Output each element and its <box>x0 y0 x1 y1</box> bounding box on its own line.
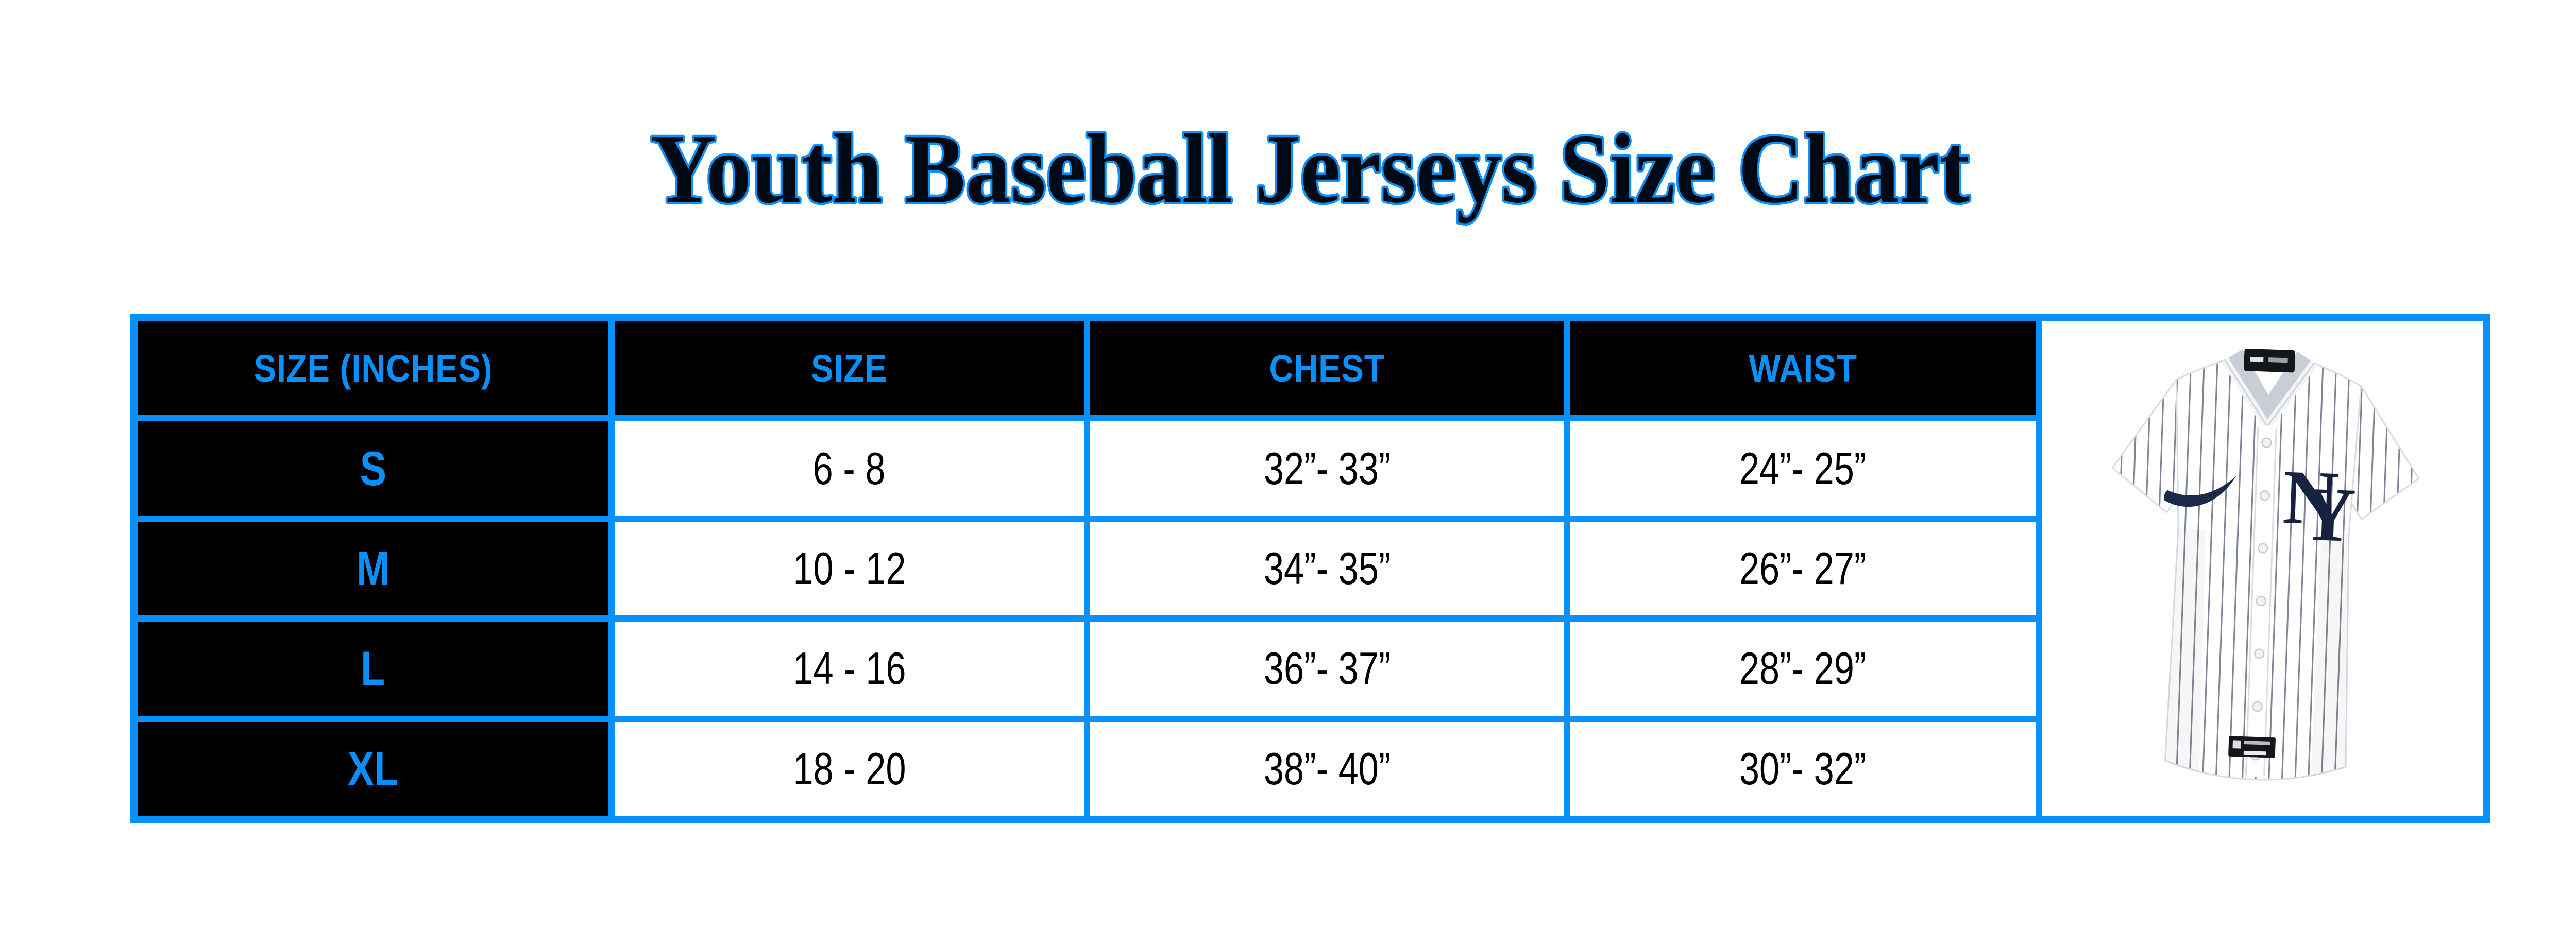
row-s-label-cell: S <box>138 421 608 516</box>
row-l-label-cell: L <box>138 622 608 716</box>
jersey-graphic: N Y <box>2111 348 2420 781</box>
row-s-size: 6 - 8 <box>813 442 886 494</box>
row-m-chest-cell: 34”- 35” <box>1090 521 1564 616</box>
row-s-waist: 24”- 25” <box>1739 442 1867 494</box>
header-label-chest: CHEST <box>1269 347 1385 390</box>
row-l-waist-cell: 28”- 29” <box>1570 622 2036 716</box>
row-m-label: M <box>356 541 390 595</box>
row-xl-waist-cell: 30”- 32” <box>1570 721 2036 816</box>
row-m-size-cell: 10 - 12 <box>615 521 1084 616</box>
row-s-label: S <box>360 441 386 495</box>
row-m-chest: 34”- 35” <box>1263 542 1391 594</box>
row-l-chest-cell: 36”- 37” <box>1090 622 1564 716</box>
jersey-image-cell: N Y <box>2042 321 2483 816</box>
nike-swoosh-icon <box>2164 476 2236 507</box>
page-title-text: Youth Baseball Jerseys Size Chart <box>651 114 1970 224</box>
row-s-chest: 32”- 33” <box>1263 442 1391 494</box>
jock-tag-size-box <box>2243 750 2266 756</box>
row-s-waist-cell: 24”- 25” <box>1570 421 2036 516</box>
jock-tag-logo <box>2232 740 2241 749</box>
jersey-placket-line-left <box>2245 427 2259 776</box>
neck-tag-label <box>2250 356 2264 362</box>
ny-logo-letter-y: Y <box>2298 471 2357 558</box>
row-xl-size-cell: 18 - 20 <box>615 721 1084 816</box>
row-xl-size: 18 - 20 <box>792 743 906 794</box>
header-label-size-inches: SIZE (INCHES) <box>253 347 493 390</box>
header-cell-size-inches: SIZE (INCHES) <box>138 321 608 416</box>
row-m-waist-cell: 26”- 27” <box>1570 521 2036 616</box>
header-cell-chest: CHEST <box>1090 321 1564 416</box>
row-m-size: 10 - 12 <box>792 542 906 594</box>
jock-tag-text <box>2244 741 2270 745</box>
row-s-chest-cell: 32”- 33” <box>1090 421 1564 516</box>
row-l-size-cell: 14 - 16 <box>615 622 1084 716</box>
row-xl-label: XL <box>347 741 399 796</box>
header-cell-waist: WAIST <box>1570 321 2036 416</box>
row-s-size-cell: 6 - 8 <box>615 421 1084 516</box>
size-chart-table: N Y SIZE (INCHES) SIZE CHEST WAIST S 6 -… <box>130 314 2490 823</box>
header-label-size: SIZE <box>811 347 888 390</box>
row-l-label: L <box>361 641 385 696</box>
jersey-image: N Y <box>2111 348 2420 781</box>
header-label-waist: WAIST <box>1749 347 1857 390</box>
neck-tag-label-2 <box>2268 357 2288 363</box>
row-xl-label-cell: XL <box>138 721 608 816</box>
row-xl-chest: 38”- 40” <box>1263 743 1391 794</box>
page-title: Youth Baseball Jerseys Size Chart <box>0 0 2576 278</box>
ny-logo-letter-n: N <box>2281 454 2340 542</box>
jersey-placket-line-right <box>2263 427 2277 776</box>
row-xl-waist: 30”- 32” <box>1739 743 1867 794</box>
row-l-waist: 28”- 29” <box>1739 643 1867 694</box>
row-xl-chest-cell: 38”- 40” <box>1090 721 1564 816</box>
header-cell-size: SIZE <box>615 321 1084 416</box>
row-l-chest: 36”- 37” <box>1263 643 1391 694</box>
row-l-size: 14 - 16 <box>792 643 906 694</box>
row-m-label-cell: M <box>138 521 608 616</box>
yankees-ny-logo: N Y <box>2281 454 2357 558</box>
page-title-svg: Youth Baseball Jerseys Size Chart <box>649 112 1972 226</box>
row-m-waist: 26”- 27” <box>1739 542 1867 594</box>
